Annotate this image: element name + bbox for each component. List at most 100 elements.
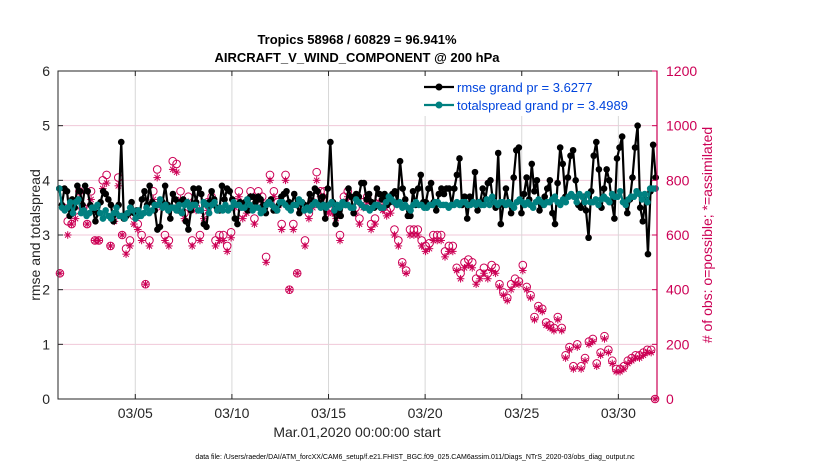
obs-assimilated-marker <box>417 242 426 250</box>
obs-assimilated-marker <box>172 168 181 176</box>
obs-assimilated-marker <box>285 285 294 294</box>
data-file-footer: data file: /Users/raeder/DAI/ATM_forcXX/… <box>195 454 635 461</box>
rmse-point <box>474 207 481 214</box>
rmse-point <box>401 196 409 203</box>
rmse-point <box>218 182 226 190</box>
obs-assimilated-marker <box>620 365 628 373</box>
rmse-point <box>471 168 479 176</box>
totalspread-point <box>241 204 248 211</box>
obs-assimilated-marker <box>118 231 126 239</box>
rmse-point <box>595 166 603 173</box>
obs-assimilated-marker <box>616 367 624 376</box>
x-ticks: 03/05 03/10 03/15 03/20 03/25 03/30 <box>118 71 636 421</box>
rmse-point <box>249 193 257 201</box>
obs-assimilated-marker <box>515 280 523 288</box>
rmse-point <box>479 185 487 192</box>
totalspread-point <box>273 207 281 214</box>
obs-assimilated-marker <box>145 242 154 250</box>
rmse-point <box>603 166 610 173</box>
obs-assimilated-marker <box>464 261 473 269</box>
rmse-point <box>567 152 574 160</box>
rmse-point <box>445 185 453 192</box>
rmse-point <box>117 138 125 146</box>
rmse-point <box>252 198 259 206</box>
obs-assimilated-marker <box>227 233 235 242</box>
rmse-point <box>629 174 636 181</box>
rmse-point <box>283 187 290 195</box>
obs-assimilated-marker <box>95 236 103 245</box>
obs-assimilated-marker <box>542 321 550 329</box>
obs-assimilated-marker <box>293 269 302 278</box>
obs-assimilated-marker <box>441 253 449 261</box>
obs-assimilated-marker <box>589 337 597 346</box>
legend-label-totalspread: totalspread grand pr = 3.4989 <box>457 98 628 113</box>
totalspread-point <box>243 196 251 203</box>
rmse-point <box>350 209 357 217</box>
x-tick-label: 03/30 <box>601 405 636 421</box>
rmse-point <box>528 160 536 168</box>
left-tick-label: 2 <box>42 282 50 298</box>
rmse-point <box>451 185 458 192</box>
right-tick-label: 800 <box>666 172 690 188</box>
obs-assimilated-marker <box>452 266 461 275</box>
rmse-point <box>169 190 177 198</box>
obs-assimilated-marker <box>425 244 434 253</box>
obs-assimilated-marker <box>600 335 609 343</box>
rmse-point <box>582 207 590 214</box>
rmse-point <box>161 182 169 190</box>
left-y-ticks: 0 1 2 3 4 5 6 <box>42 63 63 407</box>
rmse-point <box>585 234 592 242</box>
obs-assimilated-marker <box>460 264 469 272</box>
rmse-point <box>321 215 329 222</box>
rmse-point <box>605 177 613 184</box>
totalspread-point <box>96 209 104 217</box>
rmse-point <box>425 185 432 192</box>
rmse-point <box>81 182 89 190</box>
x-tick-label: 03/05 <box>118 405 153 421</box>
obs-assimilated-marker <box>635 354 644 362</box>
rmse-point <box>138 196 146 203</box>
obs-assimilated-marker <box>122 250 130 258</box>
totalspread-point <box>107 215 115 222</box>
obs-assimilated-marker <box>394 242 403 250</box>
obs-assimilated-marker <box>476 274 484 283</box>
obs-assimilated-marker <box>608 359 617 368</box>
totalspread-point <box>260 207 267 214</box>
rmse-point <box>644 250 652 258</box>
rmse-point <box>221 196 228 203</box>
obs-assimilated-marker <box>592 362 601 370</box>
rmse-point <box>156 223 164 231</box>
obs-assimilated-marker <box>83 220 91 228</box>
rmse-point <box>409 187 417 195</box>
totalspread-point <box>306 207 314 214</box>
obs-assimilated-marker <box>56 269 64 278</box>
totalspread-point <box>584 190 591 198</box>
legend-marker-totalspread <box>435 101 443 109</box>
totalspread-point <box>246 201 254 209</box>
totalspread-point <box>480 201 488 209</box>
totalspread-point <box>227 204 235 211</box>
obs-assimilated-marker <box>266 176 274 185</box>
rmse-point <box>376 190 383 198</box>
y-axis-label: rmse and totalspread <box>27 169 43 301</box>
obs-assimilated-marker <box>519 266 527 275</box>
rmse-point <box>195 185 203 192</box>
totalspread-point <box>287 207 295 214</box>
totalspread-point <box>510 204 518 211</box>
rmse-point <box>182 218 190 225</box>
obs-assimilated-marker <box>355 220 364 228</box>
left-tick-label: 3 <box>42 227 50 243</box>
left-tick-label: 1 <box>42 336 50 352</box>
obs-possible-marker <box>172 159 181 169</box>
totalspread-point <box>488 193 496 201</box>
rmse-point <box>146 182 153 190</box>
rmse-point <box>435 190 443 198</box>
obs-assimilated-marker <box>546 324 554 332</box>
obs-assimilated-marker <box>413 231 422 239</box>
totalspread-point <box>219 207 227 214</box>
rmse-point <box>102 190 110 198</box>
totalspread-point <box>616 187 624 195</box>
obs-assimilated-marker <box>250 220 259 228</box>
obs-assimilated-marker <box>133 225 142 234</box>
